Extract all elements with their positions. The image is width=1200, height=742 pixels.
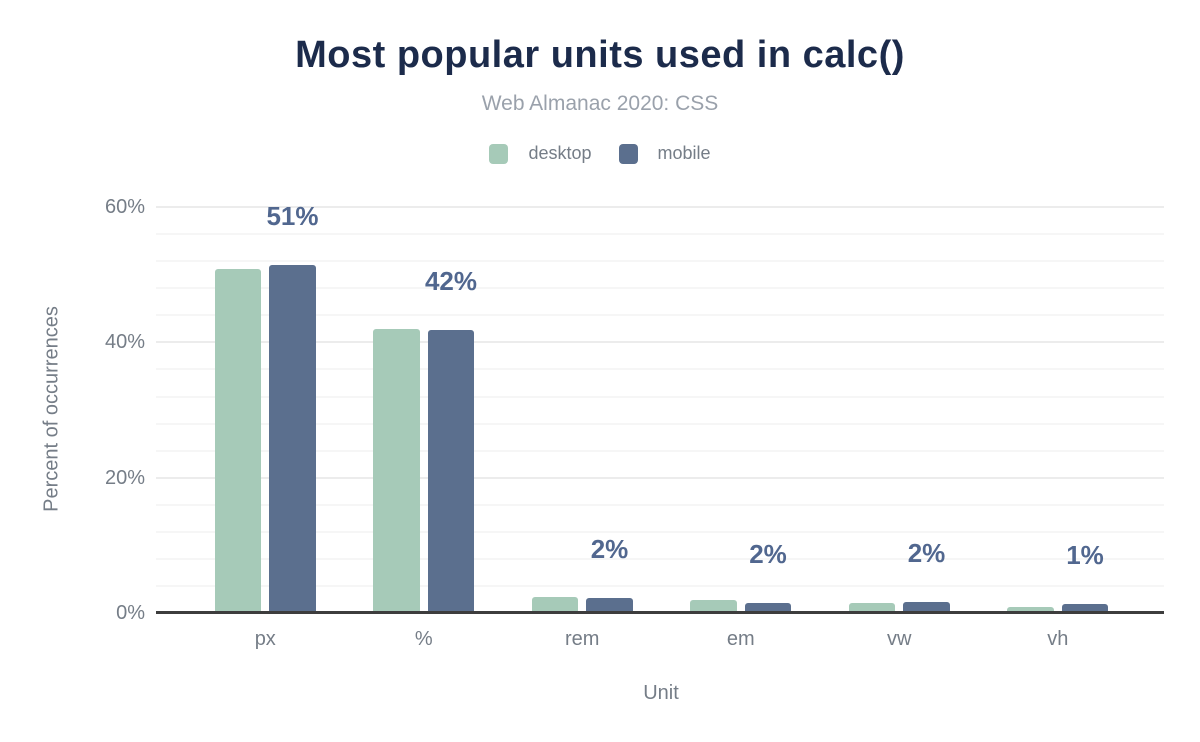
bar-mobile-% (427, 329, 475, 613)
value-label-%: 42% (424, 265, 478, 296)
value-label-vw: 2% (907, 538, 946, 569)
gridline-minor (156, 422, 1164, 425)
legend: desktop mobile (0, 143, 1200, 164)
y-tick-label: 0% (116, 602, 145, 624)
value-label-vh: 1% (1066, 540, 1104, 571)
bar-mobile-px (269, 265, 316, 613)
bar-desktop-vh (1007, 606, 1054, 613)
gridline-major (156, 341, 1164, 344)
bar-mobile-em (744, 602, 792, 613)
gridline-minor (156, 503, 1164, 506)
legend-swatch-desktop (489, 143, 509, 164)
value-label-rem: 2% (590, 534, 629, 565)
y-tick-label: 60% (104, 196, 145, 219)
value-label-px: 51% (266, 201, 319, 232)
gridline-minor (156, 368, 1164, 371)
x-tick-label-em: em (726, 628, 755, 650)
legend-item-mobile: mobile (618, 143, 711, 164)
gridline-minor (156, 530, 1164, 533)
bar-desktop-% (373, 328, 420, 613)
bar-mobile-vw (903, 602, 950, 613)
bar-desktop-vw (848, 602, 896, 613)
legend-label-mobile: mobile (657, 143, 711, 163)
bar-desktop-px (214, 268, 262, 613)
bar-mobile-vh (1061, 604, 1109, 613)
gridline-major (156, 206, 1164, 209)
bar-mobile-rem (586, 598, 633, 613)
gridline-minor (156, 260, 1164, 263)
x-tick-label-vh: vh (1047, 628, 1069, 650)
chart-subtitle: Web Almanac 2020: CSS (481, 92, 719, 115)
legend-item-desktop: desktop (489, 143, 592, 164)
gridline-minor (156, 584, 1164, 587)
value-label-em: 2% (749, 538, 787, 569)
legend-swatch-mobile (618, 143, 638, 164)
bar-desktop-em (690, 600, 737, 613)
y-tick-label: 40% (104, 331, 145, 354)
gridline-minor (156, 233, 1164, 236)
legend-label-desktop: desktop (528, 143, 592, 163)
gridline-minor (156, 449, 1164, 452)
x-tick-label-%: % (414, 628, 433, 650)
x-tick-label-rem: rem (565, 628, 600, 650)
gridline-major (156, 476, 1164, 479)
x-axis-title: Unit (643, 682, 679, 704)
x-tick-label-vw: vw (887, 628, 912, 650)
gridline-minor (156, 395, 1164, 398)
x-axis-line (156, 611, 1164, 614)
gridline-minor (156, 287, 1164, 290)
chart-title: Most popular units used in calc() (295, 34, 905, 76)
y-tick-label: 20% (104, 466, 145, 489)
gridline-minor (156, 557, 1164, 560)
gridline-minor (156, 314, 1164, 317)
bar-desktop-rem (531, 596, 579, 613)
x-tick-label-px: px (254, 628, 276, 650)
